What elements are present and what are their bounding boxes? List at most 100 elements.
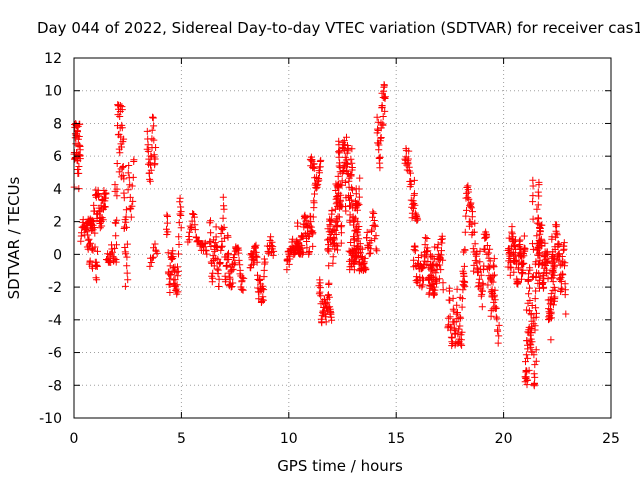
- data-point: [449, 294, 457, 302]
- data-point: [529, 198, 537, 206]
- data-point: [201, 239, 209, 247]
- data-point: [476, 258, 484, 266]
- data-point: [75, 151, 83, 159]
- data-point: [369, 208, 377, 216]
- data-point: [107, 250, 115, 258]
- data-point: [523, 377, 531, 384]
- data-point: [252, 241, 260, 249]
- data-point: [129, 197, 137, 205]
- data-point: [531, 373, 539, 381]
- data-point: [549, 278, 557, 286]
- data-point: [535, 181, 543, 189]
- data-point: [457, 340, 465, 348]
- data-point: [438, 247, 445, 255]
- data-point: [560, 239, 568, 247]
- data-point: [447, 323, 455, 331]
- data-point: [229, 265, 237, 273]
- data-point: [520, 232, 528, 240]
- data-point: [91, 229, 99, 237]
- y-tick-label: -6: [48, 346, 62, 362]
- data-point: [543, 259, 551, 267]
- axis-ticks: [73, 57, 612, 419]
- data-point: [354, 231, 362, 239]
- data-point: [510, 252, 518, 260]
- data-point: [562, 310, 570, 318]
- data-point: [522, 351, 530, 359]
- data-point: [544, 257, 552, 265]
- data-point: [368, 226, 376, 234]
- data-point: [446, 313, 454, 321]
- data-point: [212, 223, 220, 231]
- data-point: [259, 296, 267, 304]
- data-point: [206, 237, 214, 245]
- data-point: [560, 245, 568, 253]
- data-point: [458, 328, 466, 336]
- plot-border: [73, 57, 612, 419]
- data-point: [325, 293, 333, 301]
- data-point: [489, 272, 497, 280]
- y-axis-label: SDTVAR / TECUs: [5, 176, 23, 299]
- data-point: [558, 253, 566, 260]
- data-point: [471, 219, 479, 227]
- data-point: [215, 275, 223, 283]
- data-point: [435, 275, 443, 283]
- data-point: [490, 263, 498, 271]
- data-point: [461, 228, 469, 236]
- data-point: [533, 309, 540, 317]
- data-point: [325, 262, 333, 270]
- data-point: [432, 269, 440, 277]
- data-point: [520, 252, 528, 260]
- data-point: [374, 125, 381, 133]
- data-point: [119, 163, 127, 171]
- data-point: [337, 239, 345, 247]
- data-point: [94, 247, 101, 255]
- data-point: [185, 236, 193, 244]
- data-point: [532, 304, 540, 312]
- tick-labels: 0 5 10 15 20 25 -10 -8 -6 -4 -2 0 2 4 6 8 10 12: [39, 51, 620, 447]
- data-point: [310, 199, 318, 207]
- data-point: [547, 290, 555, 298]
- data-point: [555, 241, 563, 248]
- data-point: [144, 147, 152, 155]
- data-point: [407, 169, 414, 177]
- data-point: [307, 218, 315, 226]
- data-point: [348, 164, 356, 171]
- data-point: [540, 283, 548, 291]
- grid: [73, 57, 612, 419]
- data-cluster: [263, 233, 278, 259]
- data-point: [347, 171, 355, 179]
- data-point: [116, 149, 124, 157]
- data-point: [334, 213, 342, 221]
- y-tick-label: -10: [39, 411, 62, 427]
- data-point: [76, 155, 84, 163]
- data-point: [550, 295, 558, 302]
- data-point: [127, 213, 135, 221]
- data-point: [175, 250, 182, 258]
- data-point: [543, 269, 551, 277]
- data-point: [460, 272, 468, 280]
- data-point: [240, 274, 248, 282]
- data-point: [259, 282, 267, 290]
- data-point: [252, 252, 260, 260]
- data-point: [475, 282, 483, 290]
- data-point: [452, 310, 460, 318]
- data-point: [174, 263, 181, 271]
- data-point: [486, 264, 493, 272]
- data-point: [332, 231, 340, 238]
- data-point: [338, 222, 346, 230]
- data-point: [360, 258, 368, 266]
- x-tick-label: 5: [177, 431, 186, 447]
- data-point: [219, 225, 227, 233]
- data-point: [525, 270, 532, 278]
- data-point: [185, 233, 193, 240]
- data-point: [508, 223, 516, 231]
- data-point: [495, 321, 503, 329]
- data-point: [124, 186, 132, 194]
- data-point: [223, 262, 231, 270]
- data-point: [373, 113, 381, 121]
- data-point: [491, 286, 499, 294]
- data-point: [469, 208, 476, 216]
- data-point: [164, 228, 172, 236]
- data-point: [213, 265, 221, 273]
- data-point: [371, 235, 379, 243]
